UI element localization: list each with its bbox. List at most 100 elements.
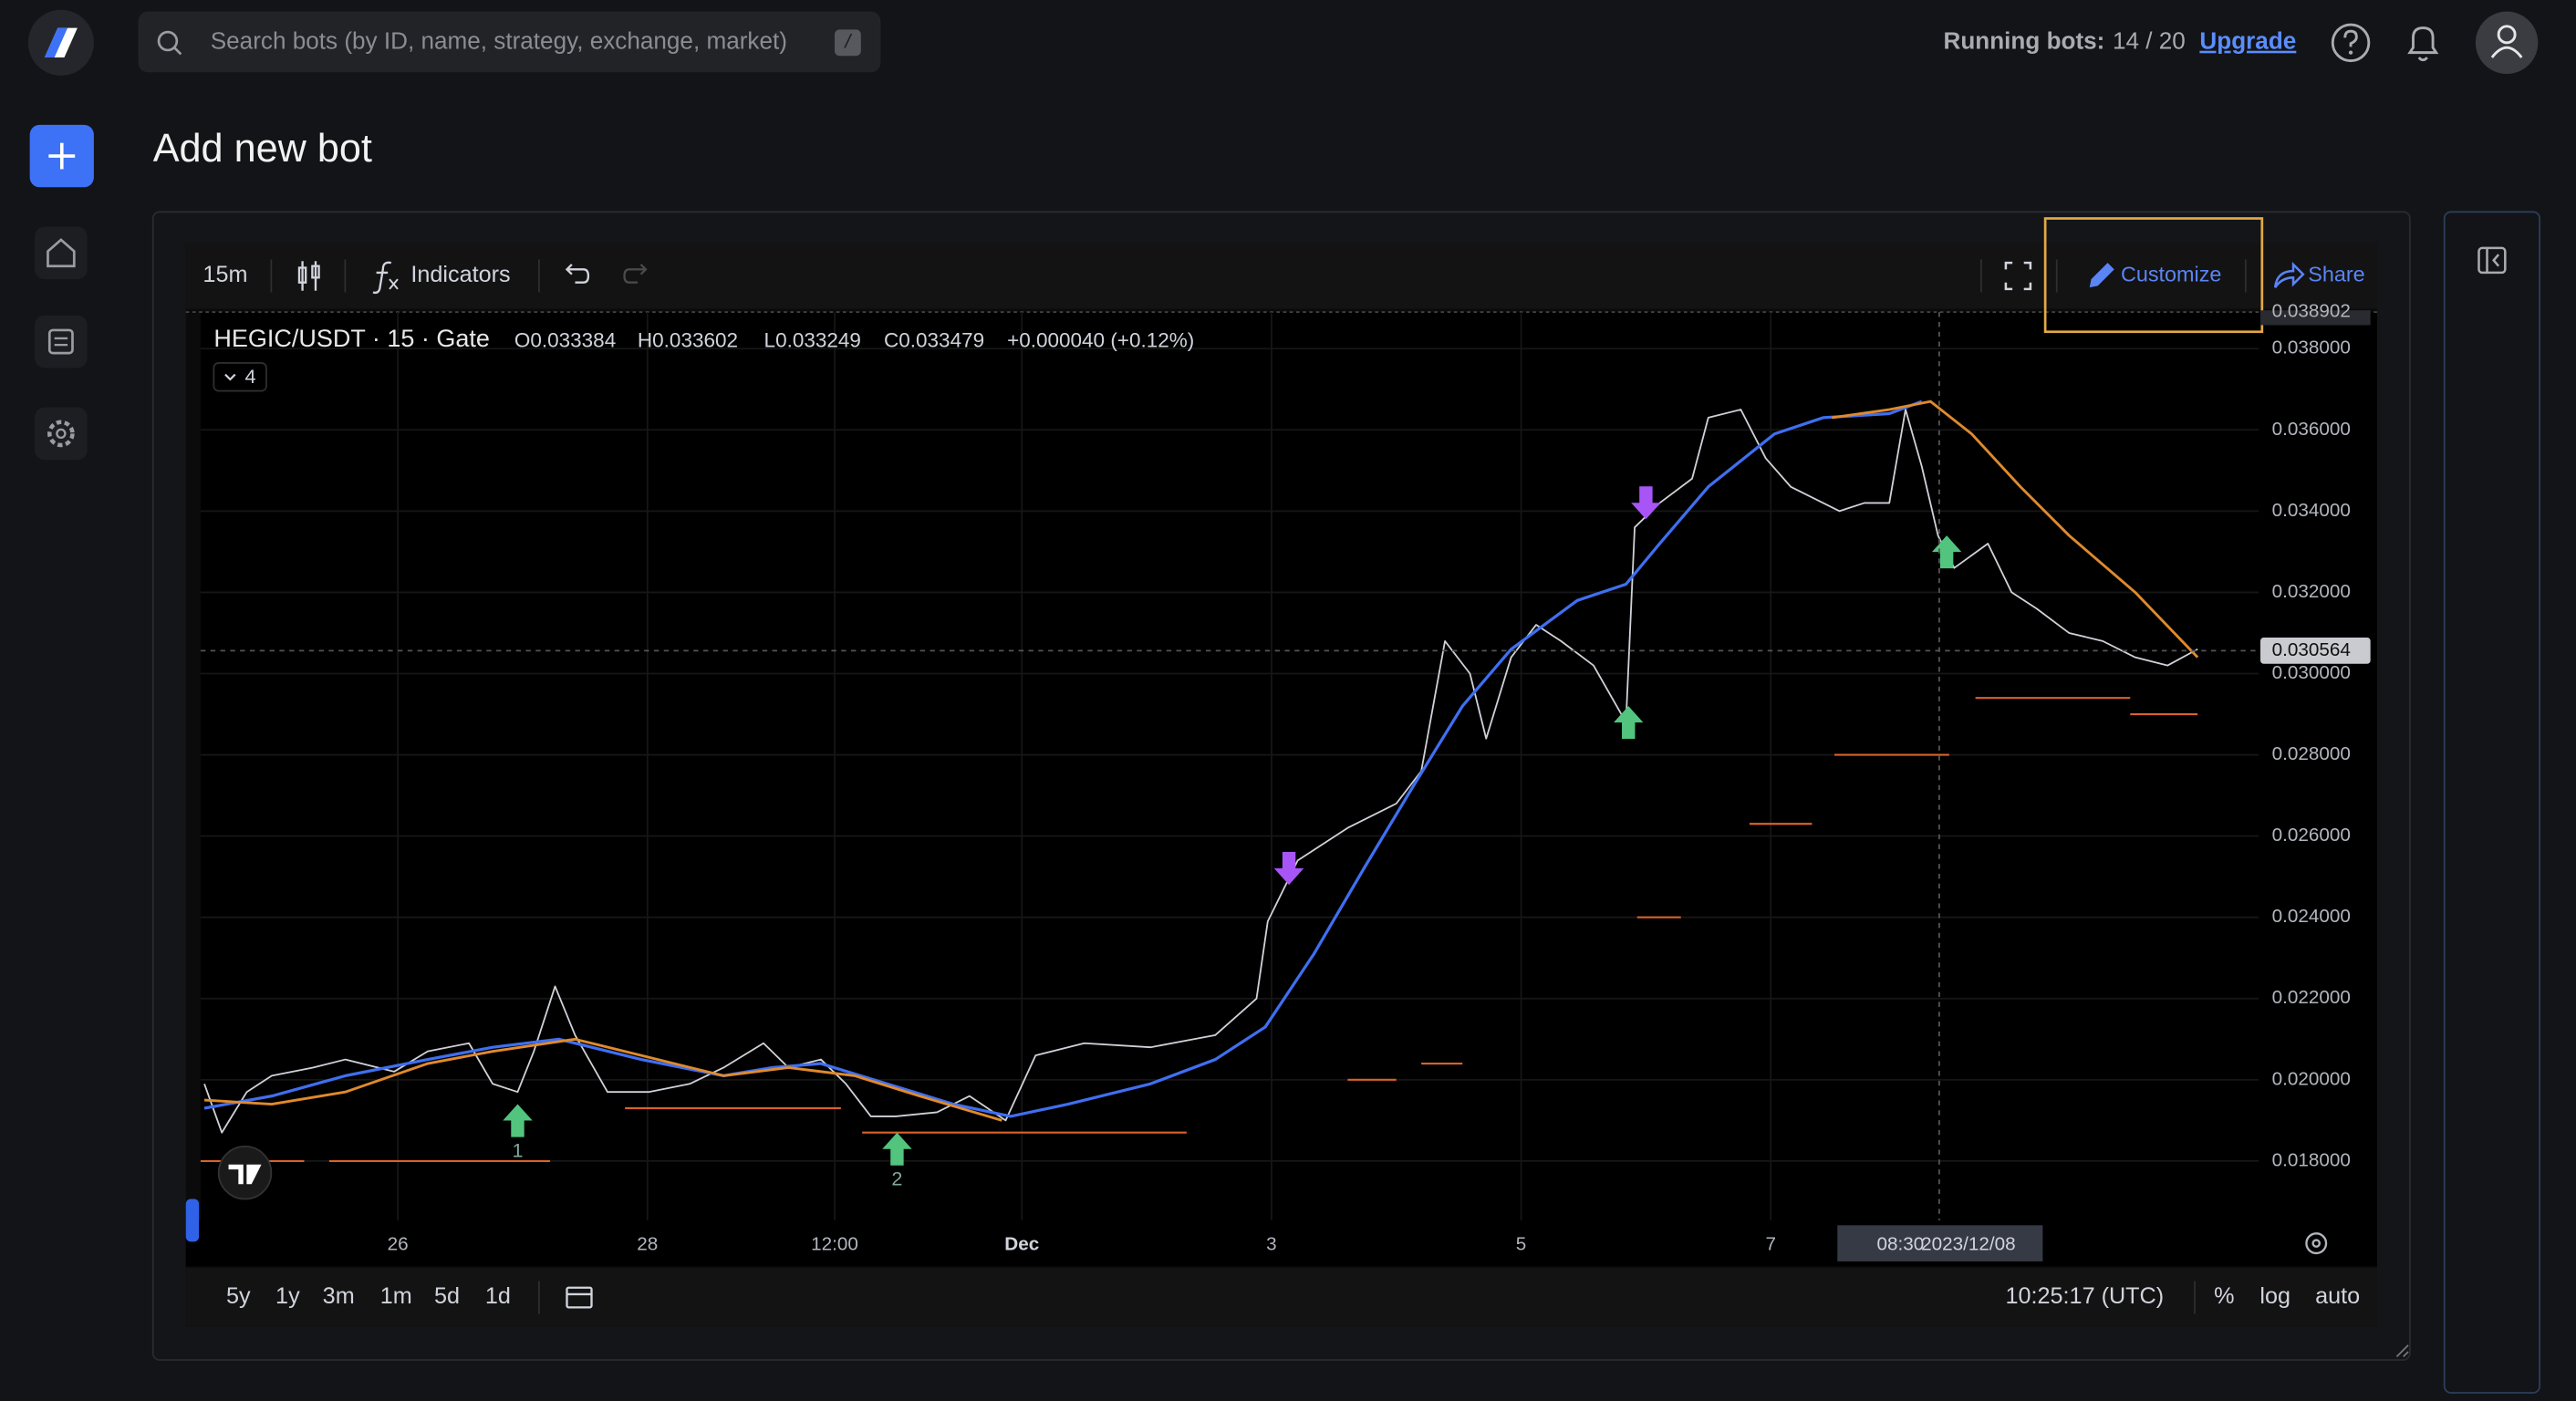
- plot-area: [200, 312, 2259, 1220]
- buy-signal: [1614, 706, 1644, 740]
- avatar-part: [2490, 46, 2523, 58]
- y-tick-label: 0.018000: [2272, 1149, 2351, 1170]
- range-buttons: 5y 1y 3m 1m 5d 1d: [226, 1283, 511, 1309]
- signal-label: 2: [891, 1168, 902, 1190]
- indicators-label: Indicators: [410, 262, 510, 287]
- redo-button[interactable]: [623, 264, 648, 284]
- notifications-icon-part: [2417, 57, 2428, 62]
- settings-nav[interactable]: [35, 407, 88, 461]
- search-placeholder: Search bots (by ID, name, strategy, exch…: [211, 27, 787, 55]
- home-nav[interactable]: [35, 226, 88, 280]
- top-price: 0.038902: [2272, 301, 2351, 322]
- notifications-icon-part: [2407, 26, 2439, 55]
- home-nav-part: [35, 226, 88, 280]
- crosshair-price: 0.030564: [2272, 639, 2351, 660]
- upgrade-link[interactable]: Upgrade: [2199, 27, 2296, 55]
- share-label: Share: [2308, 263, 2364, 286]
- indicator-toggle[interactable]: 4: [213, 362, 267, 392]
- notifications-icon[interactable]: [2407, 26, 2439, 62]
- resize-handle[interactable]: [2395, 1344, 2409, 1358]
- indicators-button[interactable]: Indicators: [372, 261, 511, 295]
- bots-nav-part: [35, 315, 88, 368]
- panel-toggle[interactable]: [2477, 246, 2507, 275]
- settings-nav-part: [56, 428, 67, 440]
- share-button-part: [2273, 261, 2305, 288]
- avatar[interactable]: [2475, 11, 2539, 75]
- axis-settings[interactable]: [2305, 1232, 2328, 1255]
- goto-date-button[interactable]: [566, 1286, 593, 1309]
- y-tick-label: 0.030000: [2272, 662, 2351, 683]
- chart-type-button[interactable]: [297, 261, 320, 291]
- y-tick-label: 0.026000: [2272, 825, 2351, 846]
- range-button[interactable]: 5d: [434, 1283, 460, 1309]
- share-button[interactable]: Share: [2273, 261, 2365, 288]
- buy-signal: [882, 1132, 912, 1166]
- help-icon[interactable]: [2331, 23, 2371, 63]
- goto-date-button-part: [566, 1286, 593, 1309]
- range-button[interactable]: 3m: [323, 1283, 355, 1309]
- buy-signal: [1931, 535, 1962, 569]
- top-toolbar: [185, 243, 2377, 309]
- percent-toggle[interactable]: %: [2214, 1283, 2234, 1309]
- search-box[interactable]: Search bots (by ID, name, strategy, exch…: [138, 11, 881, 73]
- x-tick-label: 28: [637, 1233, 658, 1254]
- x-tick-label: Dec: [1004, 1233, 1039, 1254]
- bots-nav-part: [47, 328, 74, 355]
- interval-button[interactable]: 15m: [203, 262, 247, 287]
- x-tick-label: 7: [1765, 1233, 1776, 1254]
- settings-nav-part: [35, 407, 88, 461]
- search-box-part: [138, 11, 881, 73]
- scroll-handle[interactable]: [185, 1199, 200, 1242]
- customize-button[interactable]: Customize: [2089, 263, 2222, 288]
- search-shortcut: /: [843, 30, 852, 53]
- search-box-part: [173, 47, 182, 56]
- y-tick-label: 0.034000: [2272, 500, 2351, 521]
- indicators-button-part: [372, 261, 392, 295]
- price-line: [203, 400, 1923, 1118]
- settings-nav-part: [47, 420, 75, 448]
- range-button[interactable]: 1m: [380, 1283, 412, 1309]
- bots-nav[interactable]: [35, 315, 88, 368]
- tradingview-logo-part: [217, 1145, 273, 1200]
- y-tick-label: 0.024000: [2272, 906, 2351, 927]
- running-label: Running bots:: [1943, 27, 2104, 55]
- range-button[interactable]: 5y: [226, 1283, 251, 1309]
- y-tick-label: 0.020000: [2272, 1068, 2351, 1089]
- indicator-toggle-part: [224, 373, 236, 381]
- ohlc-low: L0.033249: [764, 328, 861, 351]
- auto-toggle[interactable]: auto: [2315, 1283, 2360, 1309]
- search-box-part: [157, 30, 179, 52]
- panel-toggle-part: [2477, 246, 2507, 275]
- y-tick-label: 0.022000: [2272, 987, 2351, 1008]
- range-button[interactable]: 1d: [485, 1283, 511, 1309]
- help-icon-part: [2348, 50, 2353, 55]
- ohlc-high: H0.033602: [638, 328, 738, 351]
- range-button[interactable]: 1y: [275, 1283, 300, 1309]
- side-panel: [2443, 211, 2541, 1394]
- running-value: 14 / 20: [2113, 27, 2186, 55]
- logo[interactable]: [27, 9, 94, 76]
- fullscreen-button[interactable]: [2004, 261, 2032, 291]
- price-line: [203, 400, 2199, 1122]
- customize-button-part: [2089, 263, 2114, 288]
- avatar-part: [2497, 25, 2517, 45]
- chart-type-button-part: [297, 266, 307, 284]
- customize-label: Customize: [2121, 263, 2222, 286]
- search-box-part: [835, 29, 861, 57]
- undo-button[interactable]: [565, 264, 590, 284]
- help-icon-part: [2331, 23, 2371, 63]
- bottom-toolbar: [185, 1268, 2377, 1327]
- add-bot-button[interactable]: [29, 124, 94, 188]
- logo-part: [44, 27, 68, 58]
- indicator-count: 4: [245, 365, 256, 388]
- indicator-toggle-part: [213, 362, 267, 392]
- symbol-label: HEGIC/USDT · 15 · Gate: [213, 325, 490, 352]
- axis-settings-part: [2311, 1239, 2322, 1248]
- x-tick-label: 26: [388, 1233, 409, 1254]
- y-tick-label: 0.028000: [2272, 743, 2351, 764]
- crosshair-time-box: [1837, 1225, 2043, 1261]
- log-toggle[interactable]: log: [2259, 1283, 2290, 1309]
- tradingview-logo[interactable]: [217, 1145, 273, 1200]
- tradingview-logo-part: [228, 1164, 262, 1185]
